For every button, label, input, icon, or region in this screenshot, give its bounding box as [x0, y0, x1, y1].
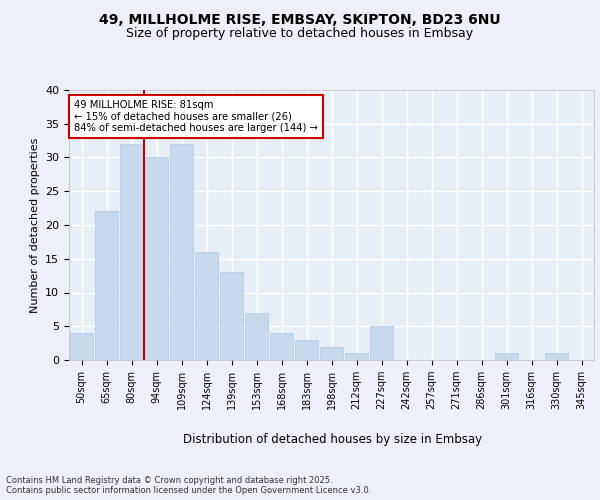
Bar	[170, 144, 193, 360]
Text: Distribution of detached houses by size in Embsay: Distribution of detached houses by size …	[184, 432, 482, 446]
Text: 49 MILLHOLME RISE: 81sqm
← 15% of detached houses are smaller (26)
84% of semi-d: 49 MILLHOLME RISE: 81sqm ← 15% of detach…	[74, 100, 318, 134]
Y-axis label: Number of detached properties: Number of detached properties	[29, 138, 40, 312]
Bar	[545, 353, 568, 360]
Text: Contains HM Land Registry data © Crown copyright and database right 2025.
Contai: Contains HM Land Registry data © Crown c…	[6, 476, 371, 495]
Bar	[70, 333, 93, 360]
Bar	[120, 144, 143, 360]
Bar	[295, 340, 318, 360]
Bar	[95, 212, 118, 360]
Bar	[220, 272, 243, 360]
Bar	[495, 353, 518, 360]
Bar	[370, 326, 393, 360]
Bar	[345, 353, 368, 360]
Text: 49, MILLHOLME RISE, EMBSAY, SKIPTON, BD23 6NU: 49, MILLHOLME RISE, EMBSAY, SKIPTON, BD2…	[99, 12, 501, 26]
Text: Size of property relative to detached houses in Embsay: Size of property relative to detached ho…	[127, 28, 473, 40]
Bar	[195, 252, 218, 360]
Bar	[320, 346, 343, 360]
Bar	[145, 158, 168, 360]
Bar	[245, 313, 268, 360]
Bar	[270, 333, 293, 360]
